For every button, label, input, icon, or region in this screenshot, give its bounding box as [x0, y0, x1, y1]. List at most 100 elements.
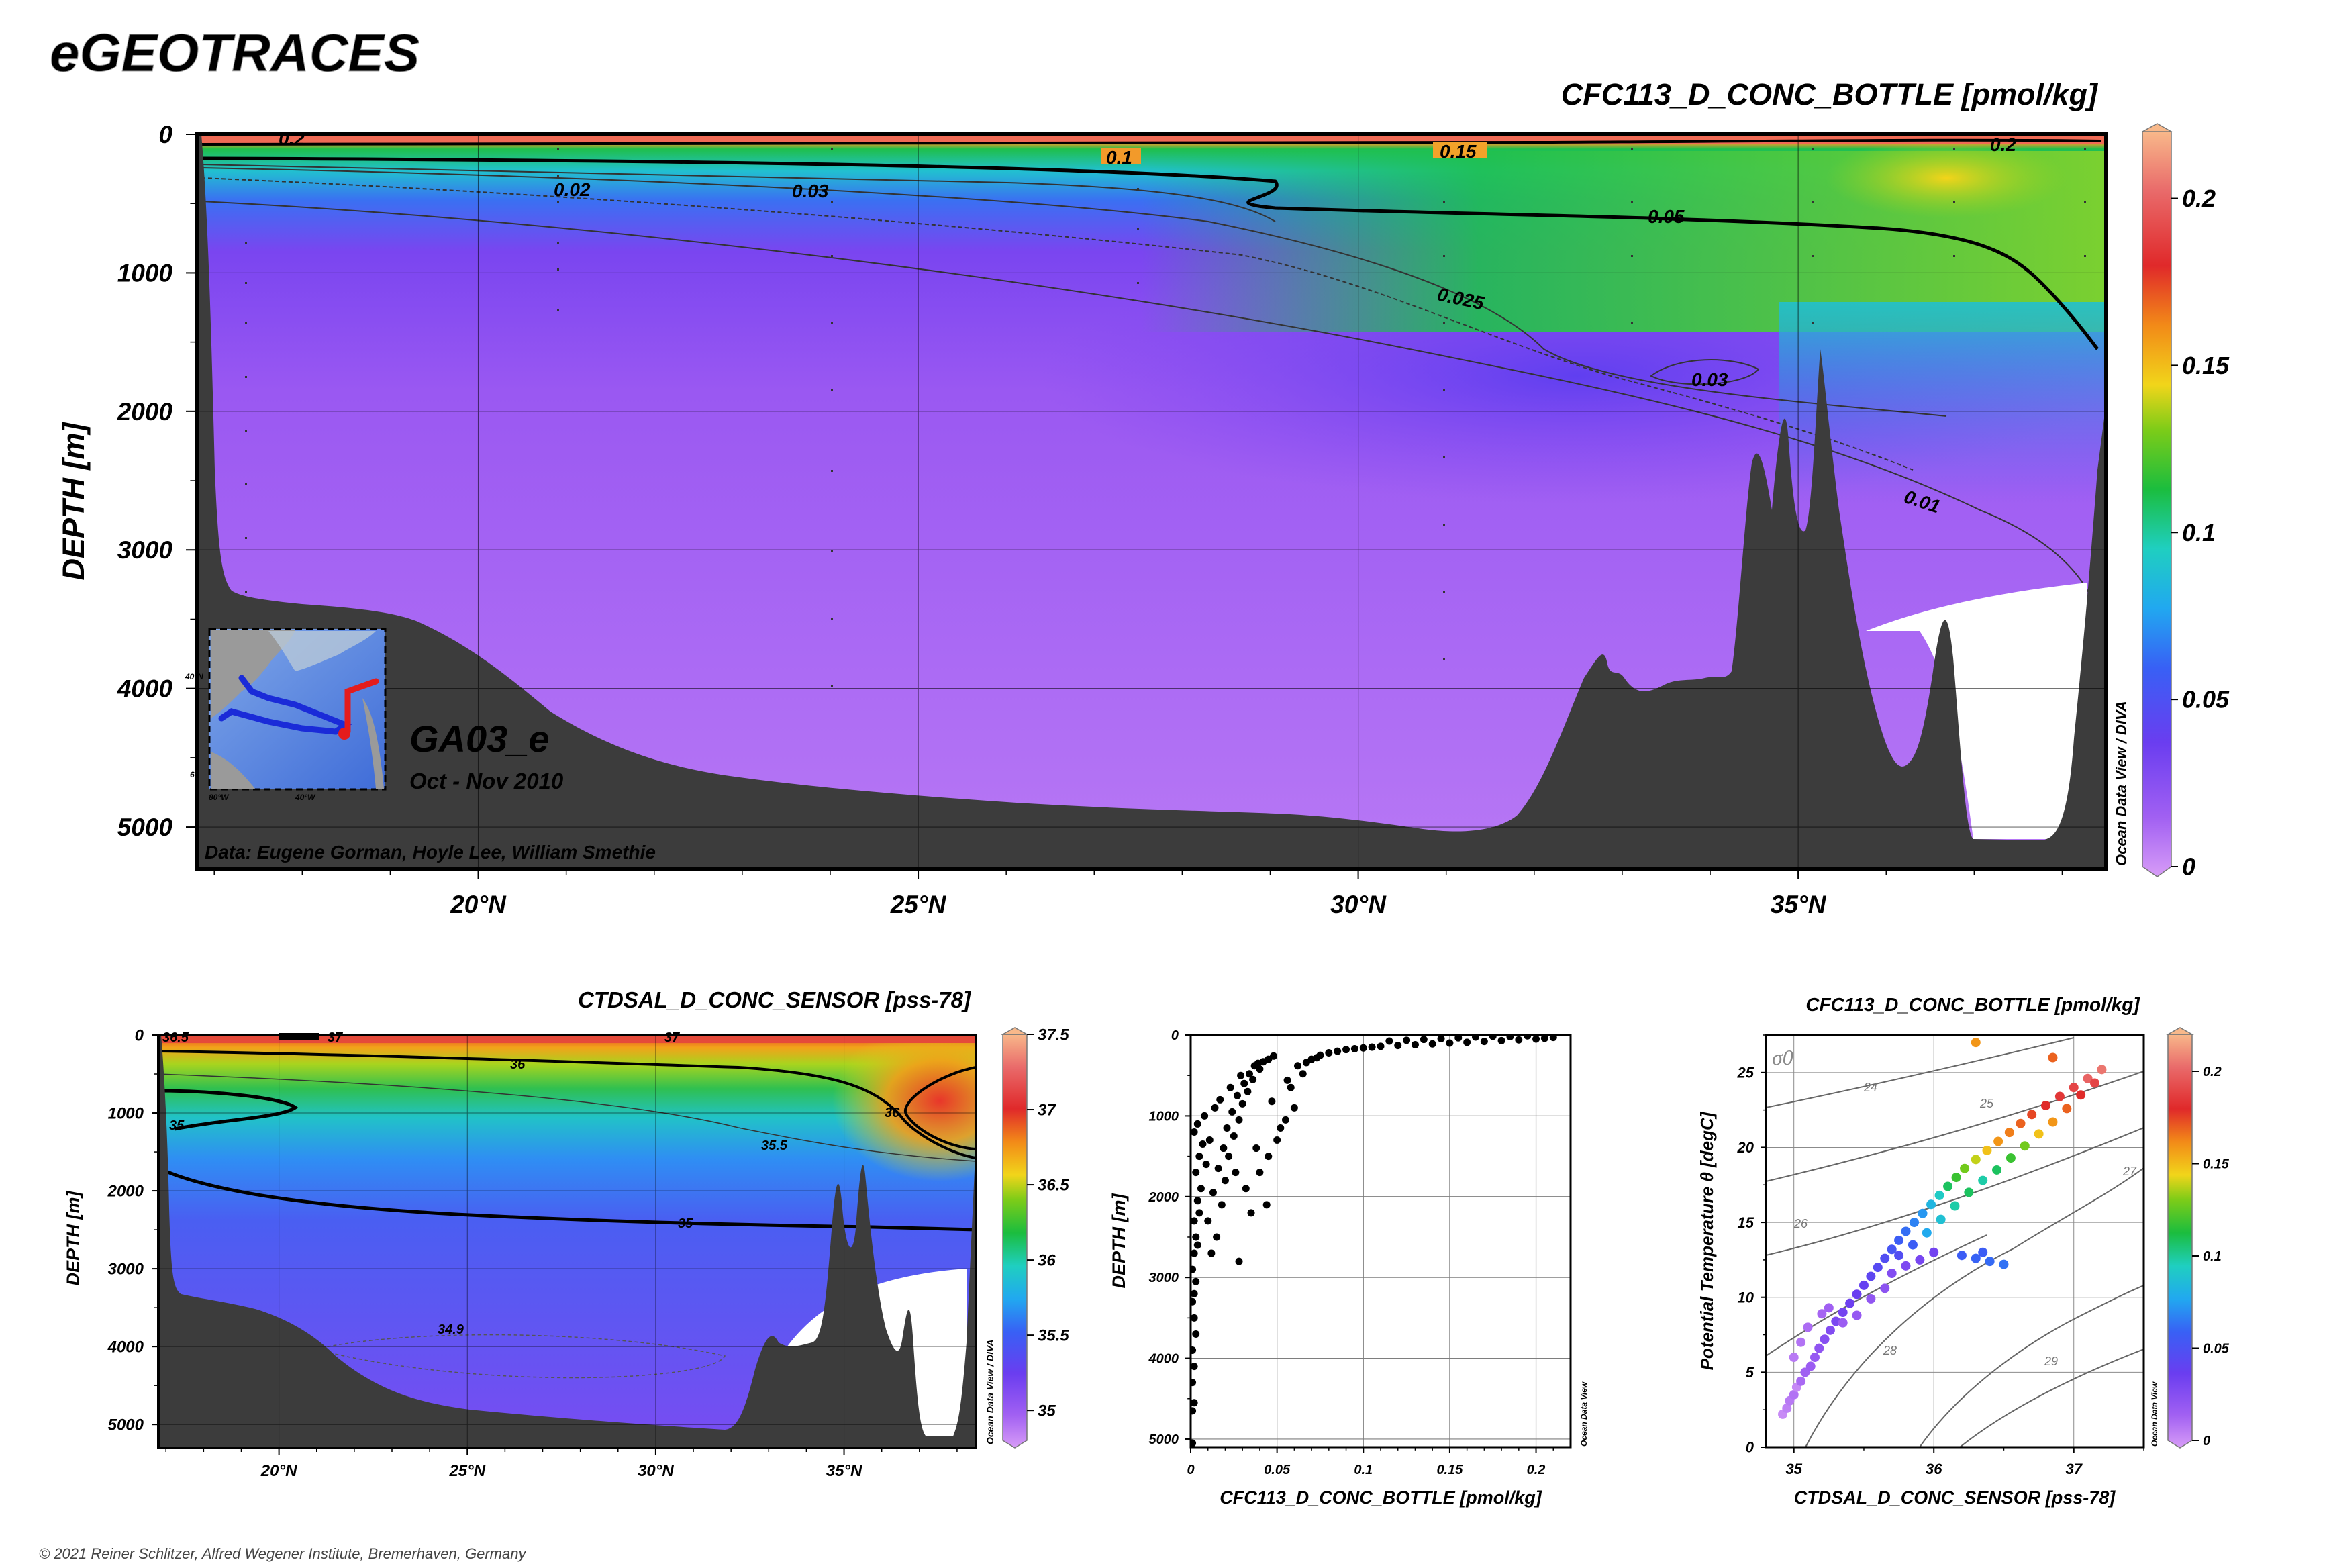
- contour-label: 37: [664, 1030, 680, 1045]
- ts-colorbar: 0 0.05 0.1 0.15 0.2: [2166, 1027, 2230, 1449]
- sal-contour-35-deep: [158, 1166, 976, 1232]
- isopycnal-label: 25: [1979, 1097, 1994, 1110]
- profile-point: [1221, 1177, 1229, 1185]
- main-odv-credit: Ocean Data View / DIVA: [2113, 701, 2130, 866]
- ts-point: [2090, 1078, 2100, 1088]
- ts-point: [2004, 1128, 2014, 1138]
- colorbar-tick-label: 0: [2203, 1434, 2210, 1449]
- profile-point: [1244, 1087, 1252, 1095]
- profile-point: [1191, 1346, 1197, 1355]
- ts-point: [1825, 1325, 1835, 1335]
- ts-point: [1852, 1289, 1862, 1300]
- profile-point: [1211, 1104, 1219, 1112]
- colorbar-tick-label: 0.2: [2203, 1065, 2222, 1079]
- profile-point: [1437, 1035, 1445, 1042]
- y-tick-label: 3000: [1149, 1271, 1179, 1285]
- profile-point: [1420, 1036, 1428, 1044]
- profile-point: [1540, 1035, 1548, 1042]
- ts-point: [1894, 1251, 1904, 1261]
- profile-point: [1506, 1035, 1514, 1040]
- ts-point: [1796, 1337, 1806, 1347]
- ts-point: [2041, 1100, 2051, 1110]
- profile-point: [1249, 1075, 1257, 1083]
- ts-point: [1993, 1136, 2003, 1146]
- profile-point: [1191, 1379, 1197, 1387]
- sal-surface-band: [158, 1035, 976, 1043]
- sal-east-loop: [903, 1066, 976, 1150]
- y-tick-label: 0: [135, 1026, 144, 1044]
- sal-contour-35-loop: [158, 1089, 299, 1131]
- profile-point: [1302, 1059, 1310, 1067]
- ts-point: [1985, 1257, 1995, 1267]
- ts-point: [2076, 1090, 2086, 1100]
- x-tick-label: 0: [1187, 1463, 1194, 1477]
- isopycnal-28: [1919, 1285, 2144, 1447]
- profile-point: [1480, 1038, 1488, 1046]
- cfc-yellow-core: [1826, 138, 2067, 218]
- ts-point: [2006, 1153, 2016, 1163]
- sal-colorbar-ramp: [1002, 1034, 1028, 1449]
- ts-point: [2083, 1073, 2093, 1083]
- x-tick-label: 0.2: [1527, 1463, 1546, 1477]
- profile-point: [1411, 1040, 1419, 1048]
- profile-point: [1294, 1062, 1302, 1070]
- inset-land-north-america: [211, 630, 295, 718]
- colorbar-tick-label: 36.5: [1038, 1176, 1069, 1194]
- ts-point: [1838, 1318, 1848, 1328]
- ts-point: [1805, 1361, 1816, 1371]
- sal-colorbar: 35 35.5 36 36.5 37 37.5: [1001, 1026, 1069, 1449]
- isopycnal-29: [1959, 1349, 2144, 1447]
- contour-label: 0.15: [1440, 141, 1477, 162]
- profile-point: [1216, 1095, 1224, 1104]
- profile-point: [1191, 1289, 1198, 1297]
- colorbar-tick-label: 0.1: [2203, 1249, 2222, 1264]
- profile-point: [1282, 1116, 1289, 1124]
- contour-label: 0.03: [792, 181, 829, 201]
- inset-land-shelf: [268, 631, 376, 671]
- contour-label: 0.2: [1990, 134, 2016, 155]
- profile-point: [1192, 1277, 1200, 1285]
- profile-point: [1368, 1043, 1376, 1051]
- contour-label: 0.03: [1691, 369, 1728, 390]
- ts-point: [1960, 1163, 1970, 1173]
- profile-point: [1191, 1363, 1198, 1371]
- inset-lon-label: 40°W: [295, 793, 316, 802]
- ts-point: [1824, 1303, 1834, 1313]
- ts-point: [1887, 1244, 1897, 1255]
- ts-point: [1810, 1353, 1820, 1363]
- contour-0-05: [201, 156, 2099, 350]
- sal-axis-ticks: 20°N 25°N 30°N 35°N 0 1000 2000 3000 4000 5000: [107, 1026, 958, 1480]
- ts-point: [1978, 1247, 1988, 1257]
- x-tick-label: 37: [2065, 1461, 2083, 1477]
- contour-label: 0.2: [279, 128, 305, 149]
- profile-point: [1228, 1108, 1236, 1116]
- profile-point: [1191, 1297, 1197, 1306]
- ts-point: [1831, 1316, 1841, 1326]
- profile-point: [1463, 1038, 1471, 1046]
- ts-point: [1852, 1310, 1862, 1320]
- profile-point: [1394, 1042, 1402, 1050]
- station-markers: [245, 148, 2086, 687]
- profile-point: [1192, 1233, 1200, 1241]
- ts-odv-credit: Ocean Data View: [2150, 1381, 2159, 1447]
- ts-point: [1982, 1145, 1992, 1155]
- contour-0-03: [201, 167, 1947, 417]
- bathymetry-terrain: [197, 134, 2106, 869]
- y-tick-label: 4000: [117, 675, 173, 703]
- ts-plot-frame: [1765, 1034, 2145, 1449]
- y-tick-label: 15: [1738, 1214, 1754, 1231]
- contour-label: 35: [678, 1216, 693, 1231]
- isopycnal-label: 29: [2044, 1355, 2058, 1368]
- y-tick-label: 0: [158, 121, 172, 148]
- ts-point: [2020, 1141, 2030, 1151]
- x-tick-label: 0.05: [1264, 1463, 1291, 1477]
- main-colorbar-ramp: [2142, 131, 2172, 877]
- ts-point: [1796, 1376, 1806, 1386]
- y-tick-label: 20: [1737, 1139, 1754, 1156]
- profile-point: [1472, 1035, 1479, 1041]
- profile-point: [1325, 1048, 1333, 1057]
- ts-point: [1918, 1208, 1928, 1218]
- y-tick-label: 1000: [1149, 1109, 1179, 1124]
- profile-point: [1242, 1185, 1250, 1193]
